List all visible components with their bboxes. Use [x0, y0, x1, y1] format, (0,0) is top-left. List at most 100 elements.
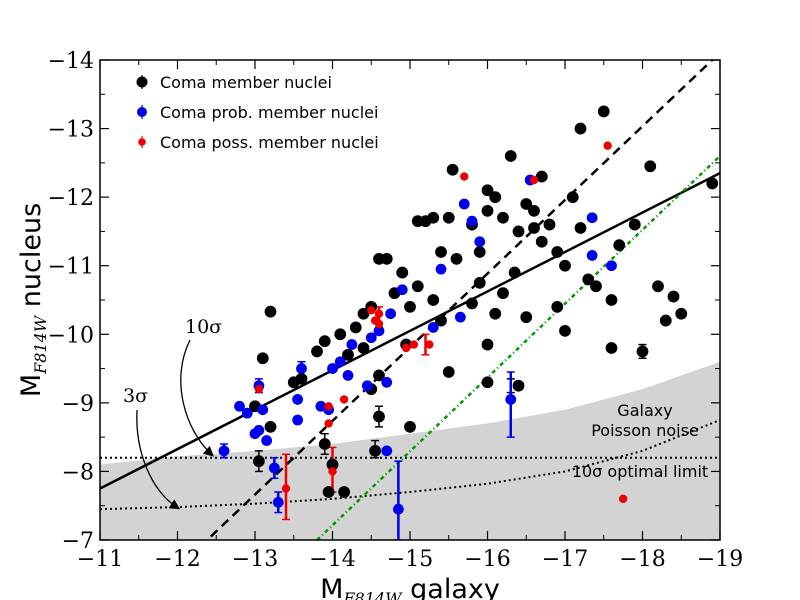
y-tick-label: −10	[48, 323, 94, 348]
point-possible	[374, 309, 384, 318]
point-probable	[454, 311, 466, 323]
point-member	[667, 290, 680, 303]
point-member	[574, 122, 587, 135]
point-member	[512, 225, 525, 238]
y-tick-label: −14	[48, 49, 94, 74]
point-probable	[385, 308, 397, 320]
legend-marker-probable	[137, 107, 147, 117]
legend-item-member: Coma member nuclei	[136, 73, 332, 92]
one-to-one-dashed-line	[205, 60, 714, 540]
point-possible	[324, 402, 333, 411]
point-probable	[234, 400, 245, 412]
point-member	[252, 455, 265, 468]
point-probable	[261, 435, 273, 446]
point-member	[574, 222, 587, 234]
point-member	[597, 105, 610, 118]
optimal-limit-curve	[100, 419, 720, 511]
point-possible	[425, 340, 434, 349]
point-member	[590, 280, 602, 293]
point-member	[318, 438, 331, 450]
point-probable	[586, 250, 598, 261]
point-member	[322, 486, 335, 498]
point-member	[644, 160, 657, 173]
point-member	[318, 335, 331, 348]
point-probable	[427, 322, 439, 333]
point-member	[497, 287, 509, 300]
x-tick-label: −12	[154, 547, 200, 572]
point-member	[489, 191, 502, 204]
point-member	[636, 345, 649, 358]
point-member	[404, 300, 416, 313]
point-member	[442, 211, 455, 224]
optimal-limit-label: 10σ optimal limit	[572, 462, 708, 481]
point-probable	[346, 339, 358, 350]
point-member	[404, 420, 416, 433]
point-probable	[466, 215, 478, 227]
legend-item-possible: Coma poss. member nuclei	[138, 133, 379, 152]
legend-marker-possible	[138, 138, 146, 146]
point-possible	[529, 175, 539, 185]
point-member	[466, 297, 478, 310]
point-probable	[586, 212, 598, 224]
point-member	[652, 280, 664, 293]
point-member	[520, 311, 533, 324]
point-member	[551, 246, 564, 258]
point-probable	[392, 503, 404, 515]
point-possible	[618, 494, 628, 504]
point-member	[543, 218, 556, 231]
point-member	[349, 321, 362, 334]
point-member	[357, 342, 370, 354]
point-possible	[460, 172, 469, 181]
point-member	[497, 211, 509, 224]
point-probable	[292, 394, 304, 405]
x-tick-label: −18	[619, 547, 665, 572]
point-member	[559, 259, 571, 272]
point-member	[528, 222, 540, 234]
point-member	[435, 314, 447, 327]
point-member	[446, 163, 459, 176]
point-probable	[342, 370, 354, 381]
point-probable	[257, 404, 269, 416]
three-sigma-label: 3σ	[123, 385, 148, 407]
point-member	[473, 276, 486, 289]
x-tick-label: −19	[697, 547, 743, 572]
point-member	[473, 246, 486, 258]
point-member	[508, 266, 521, 279]
point-member	[489, 307, 502, 320]
x-tick-label: −11	[77, 547, 123, 572]
point-member	[311, 345, 323, 358]
x-tick-label: −13	[232, 547, 278, 572]
y-tick-label: −9	[62, 392, 94, 417]
point-probable	[253, 424, 265, 436]
y-tick-label: −7	[62, 529, 94, 554]
point-probable	[505, 394, 517, 405]
point-member	[628, 218, 641, 231]
point-member	[373, 369, 385, 382]
point-probable	[268, 462, 280, 474]
point-member	[427, 294, 440, 306]
y-tick-label: −8	[62, 460, 94, 485]
point-member	[613, 239, 626, 252]
legend: Coma member nuclei Coma prob. member nuc…	[136, 73, 379, 152]
point-probable	[361, 380, 373, 392]
three-sigma-arrow	[136, 409, 181, 510]
ten-sigma-label: 10σ	[185, 316, 222, 338]
point-member	[481, 204, 494, 217]
point-member	[551, 300, 564, 313]
point-member	[450, 252, 463, 265]
x-axis-title: MF814W galaxy	[320, 574, 500, 600]
point-probable	[292, 414, 304, 426]
point-member	[675, 307, 688, 320]
point-probable	[272, 496, 284, 508]
y-axis-title: MF814W nucleus	[16, 203, 50, 397]
point-member	[295, 372, 308, 385]
point-member	[338, 486, 351, 498]
x-axis-ticks: −11 −12 −13 −14 −15 −16 −17 −18 −19	[77, 60, 743, 572]
point-possible	[254, 384, 264, 394]
galaxy-noise-label-line2: Poisson noise	[591, 421, 699, 440]
data-points	[218, 105, 719, 515]
point-possible	[367, 306, 376, 315]
x-tick-label: −14	[309, 547, 355, 572]
galaxy-noise-label-line1: Galaxy	[617, 401, 672, 420]
green-dotted-line	[316, 155, 720, 540]
